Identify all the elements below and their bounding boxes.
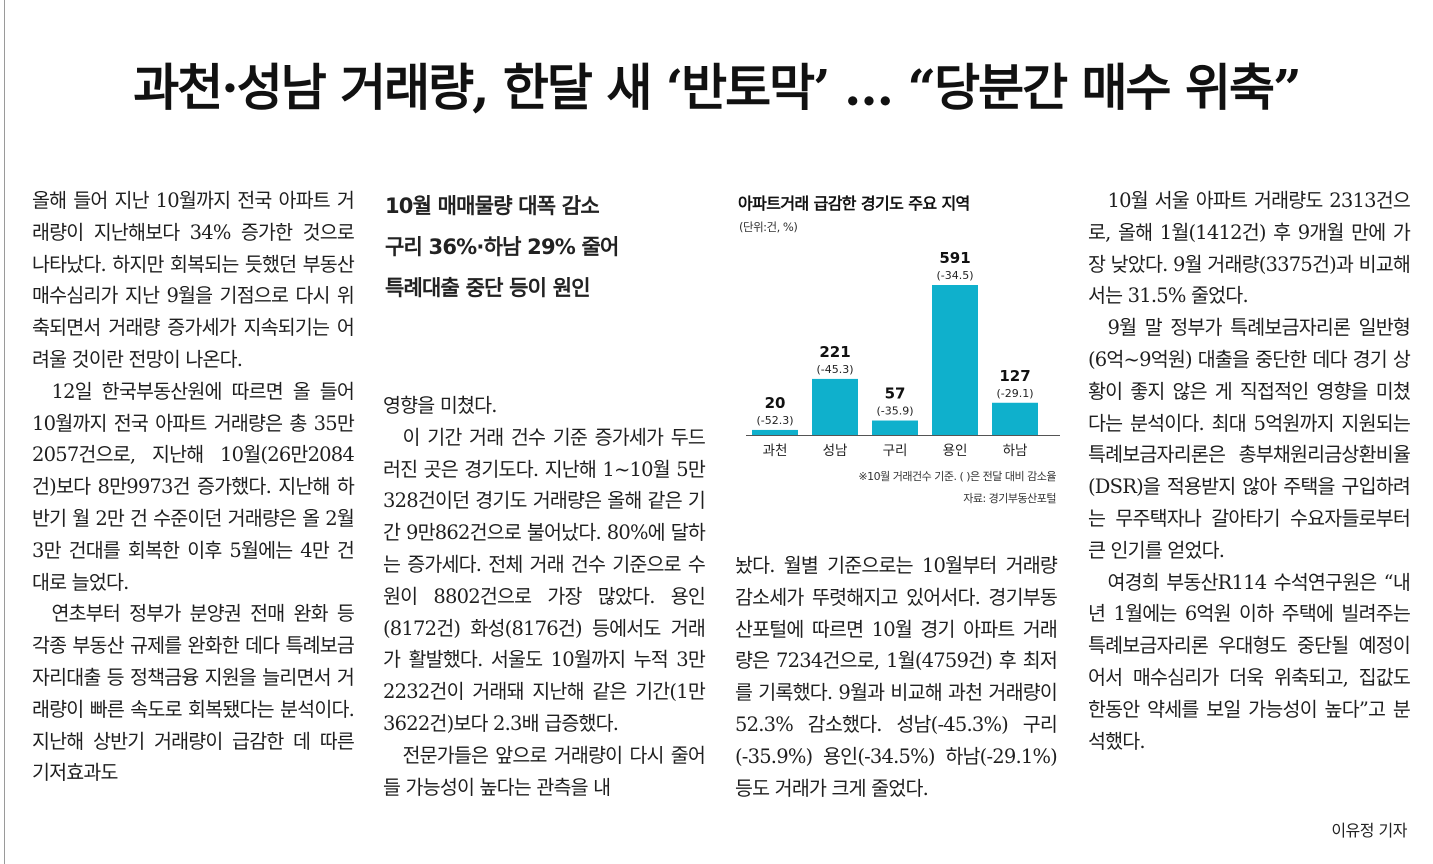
paragraph: 여경희 부동산R114 수석연구원은 “내년 1월에는 6억원 이하 주택에 빌… (1088, 570, 1411, 753)
chart-source: 자료: 경기부동산포털 (963, 492, 1056, 505)
paragraph: 연초부터 정부가 분양권 전매 완화 등 각종 부동산 규제를 완화한 데다 특… (32, 602, 355, 785)
paragraph: 이 기간 거래 건수 기준 증가세가 두드러진 곳은 경기도다. 지난해 1~1… (383, 425, 706, 735)
byline: 이유정 기자 (1331, 821, 1407, 840)
paragraph: 전문가들은 앞으로 거래량이 다시 줄어들 가능성이 높다는 관측을 내 (383, 743, 706, 799)
subheadline-line: 10월 매매물량 대폭 감소 (385, 194, 600, 218)
bar-change-label: (-29.1) (996, 387, 1033, 400)
article-column-4: 10월 서울 아파트 거래량도 2313건으로, 올해 1월(1412건) 후 … (1088, 185, 1411, 757)
chart-bar (932, 285, 978, 435)
bar-value-label: 57 (885, 385, 906, 403)
paragraph: 9월 말 정부가 특례보금자리론 일반형(6억~9억원) 대출을 중단한 데다 … (1088, 316, 1411, 562)
chart-note: ※10월 거래건수 기준. ( )은 전달 대비 감소율 (858, 470, 1056, 483)
chart-bar (752, 429, 798, 435)
chart-unit-label: (단위:건, %) (739, 220, 798, 234)
x-axis-tick-label: 과천 (763, 443, 788, 459)
paragraph: 놨다. 월별 기준으로는 10월부터 거래량 감소세가 뚜렷해지고 있어서다. … (735, 554, 1058, 800)
paragraph: 영향을 미쳤다. (383, 394, 497, 417)
bar-change-label: (-52.3) (756, 414, 793, 427)
bar-value-label: 591 (939, 249, 970, 267)
x-axis-tick-label: 구리 (883, 443, 908, 459)
headline: 과천·성남 거래량, 한달 새 ‘반토막’ … “당분간 매수 위축” (133, 58, 1301, 117)
bar-value-label: 221 (819, 343, 850, 361)
left-border-rule (4, 0, 5, 864)
bar-value-label: 127 (999, 367, 1030, 385)
paragraph: 10월 서울 아파트 거래량도 2313건으로, 올해 1월(1412건) 후 … (1088, 189, 1411, 308)
x-axis-tick-label: 하남 (1003, 443, 1028, 459)
bar-change-label: (-45.3) (816, 363, 853, 376)
subheadline-line: 구리 36%·하남 29% 줄어 (385, 235, 619, 259)
article-column-1: 올해 들어 지난 10월까지 전국 아파트 거래량이 지난해보다 34% 증가한… (32, 185, 355, 789)
subheadline: 10월 매매물량 대폭 감소 구리 36%·하남 29% 줄어 특례대출 중단 … (385, 186, 715, 309)
x-axis-tick-label: 용인 (943, 443, 968, 459)
bar-change-label: (-35.9) (876, 405, 913, 418)
chart-bar (872, 420, 918, 435)
article-column-3: 놨다. 월별 기준으로는 10월부터 거래량 감소세가 뚜렷해지고 있어서다. … (735, 550, 1058, 804)
article-column-2: 영향을 미쳤다. 이 기간 거래 건수 기준 증가세가 두드러진 곳은 경기도다… (383, 390, 706, 803)
x-axis-tick-label: 성남 (823, 443, 848, 459)
chart-title: 아파트거래 급감한 경기도 주요 지역 (738, 194, 970, 213)
bar-change-label: (-34.5) (936, 269, 973, 282)
bar-chart: 아파트거래 급감한 경기도 주요 지역 (단위:건, %) 20 (-52.3) 과… (730, 186, 1070, 516)
paragraph: 12일 한국부동산원에 따르면 올 들어 10월까지 전국 아파트 거래량은 총… (32, 379, 355, 594)
chart-bar (992, 402, 1038, 435)
paragraph: 올해 들어 지난 10월까지 전국 아파트 거래량이 지난해보다 34% 증가한… (32, 189, 355, 371)
chart-bar (812, 378, 858, 435)
chart-plot: 20 (-52.3) 과천 221 (-45.3) 성남 57 (-35.9) 구리 591 (-3… (746, 249, 1060, 459)
bar-value-label: 20 (765, 394, 786, 412)
subheadline-line: 특례대출 중단 등이 원인 (385, 276, 591, 300)
